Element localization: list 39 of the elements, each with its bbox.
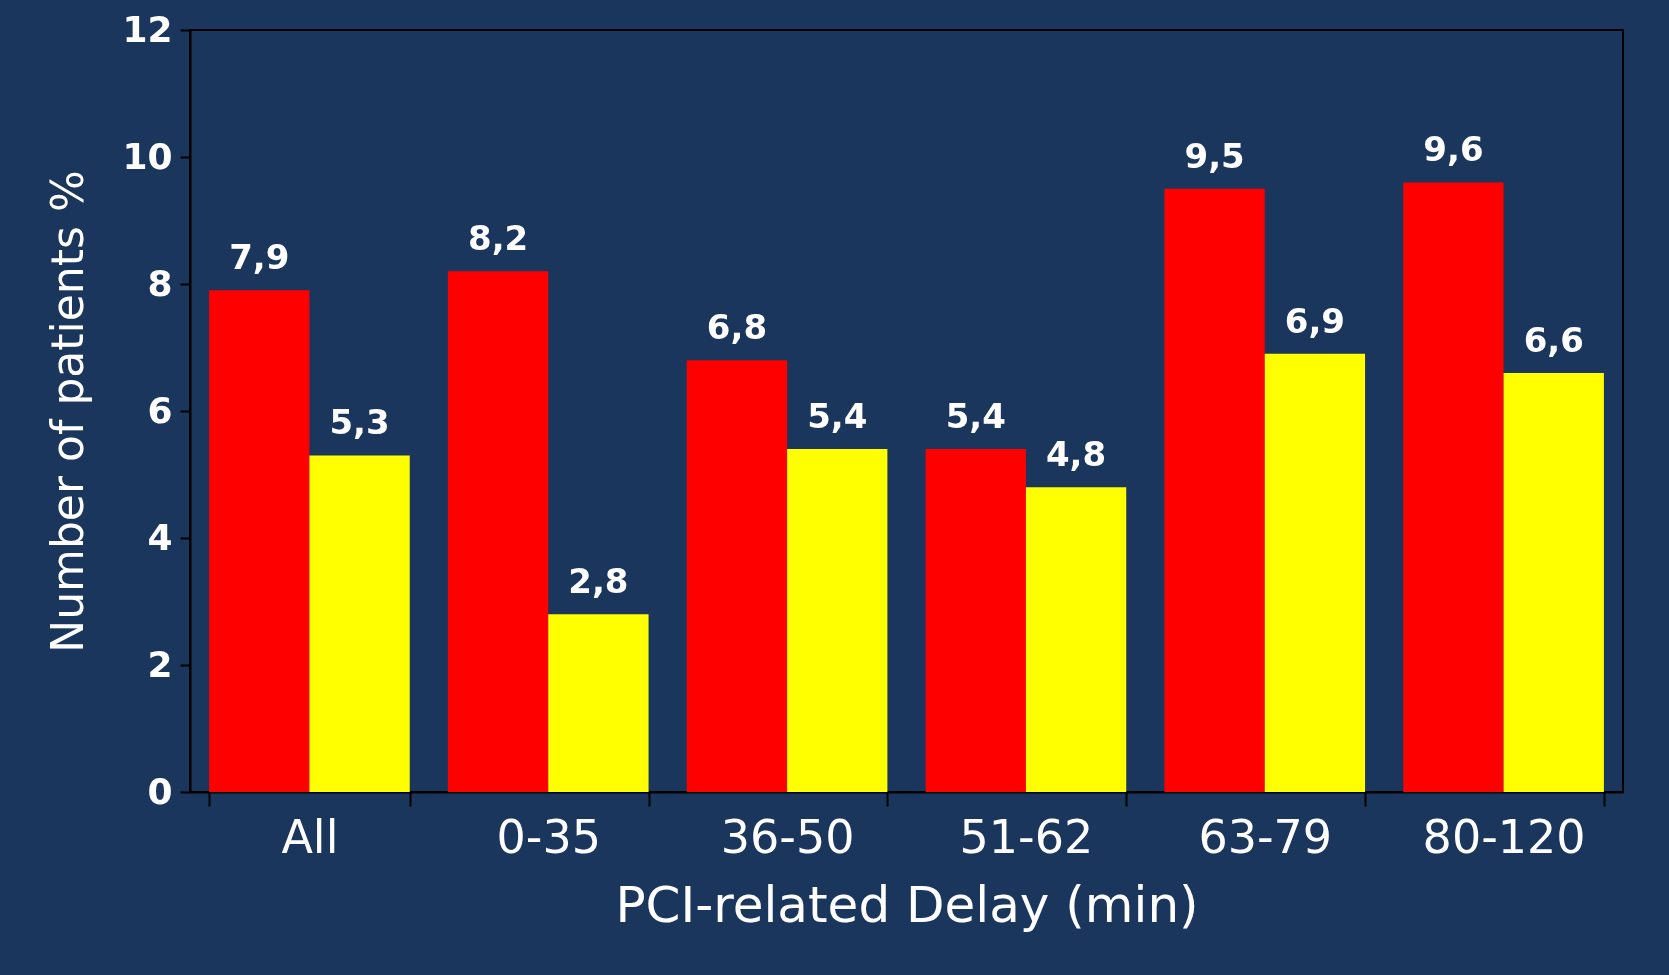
y-tick-label: 4	[147, 516, 173, 558]
data-label: 9,6	[1423, 129, 1484, 170]
data-label: 5,4	[945, 396, 1006, 437]
bar	[1025, 487, 1127, 792]
y-tick-label: 6	[147, 389, 173, 431]
y-tick-label: 2	[147, 643, 173, 685]
bar	[447, 271, 549, 792]
bar	[925, 449, 1026, 792]
bar	[686, 360, 788, 792]
data-label: 5,4	[807, 396, 868, 437]
data-label: 5,3	[329, 402, 390, 443]
bar	[548, 614, 649, 792]
data-label: 6,6	[1523, 319, 1584, 360]
data-label: 6,9	[1284, 300, 1346, 341]
y-axis-title: Number of patients %	[42, 170, 94, 653]
bar	[309, 455, 410, 792]
x-tick-label: 0-35	[496, 809, 601, 864]
x-axis-title: PCI-related Delay (min)	[615, 875, 1199, 934]
bar	[1264, 353, 1366, 792]
data-label: 9,5	[1184, 135, 1245, 176]
x-tick-label: All	[281, 809, 339, 864]
x-tick-label: 63-79	[1198, 809, 1333, 864]
y-tick-label: 12	[122, 8, 173, 50]
y-tick-label: 0	[147, 770, 173, 812]
y-tick-label: 10	[122, 135, 173, 177]
bar	[1503, 372, 1604, 792]
bar	[1164, 188, 1265, 792]
data-label: 2,8	[568, 561, 629, 602]
x-tick-label: 51-62	[959, 809, 1094, 864]
x-tick-label: 80-120	[1422, 809, 1586, 864]
data-label: 4,8	[1045, 434, 1107, 475]
bar	[209, 290, 310, 792]
data-label: 6,8	[706, 307, 768, 348]
x-tick-label: 36-50	[720, 809, 855, 864]
y-tick-label: 8	[147, 262, 173, 304]
data-label: 7,9	[229, 237, 290, 278]
data-label: 8,2	[467, 218, 529, 259]
bar	[787, 449, 888, 792]
bar	[1403, 182, 1504, 792]
